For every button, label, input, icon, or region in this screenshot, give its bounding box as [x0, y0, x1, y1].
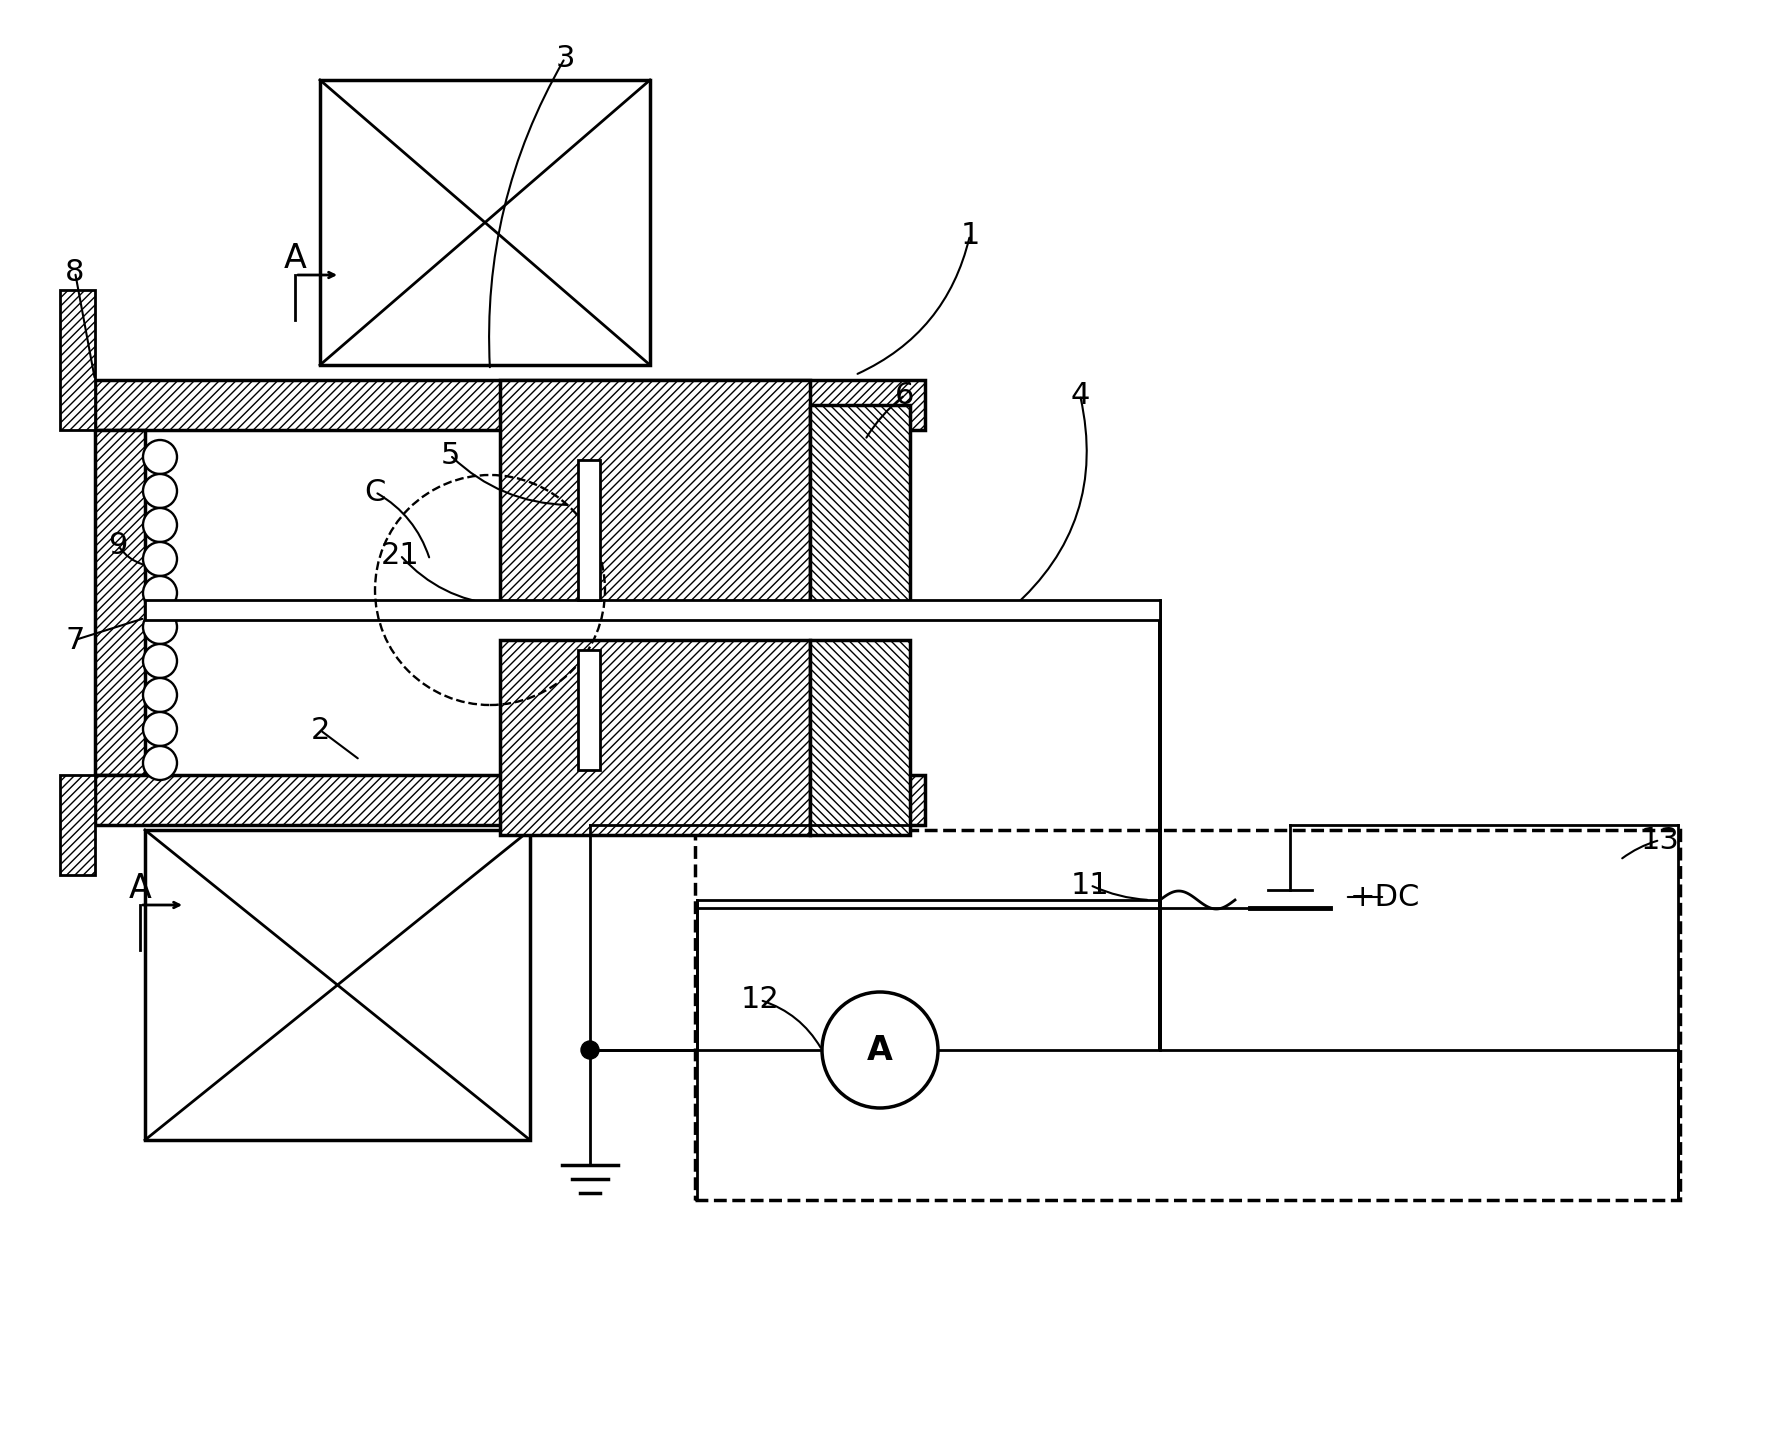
- Bar: [96, 774, 925, 825]
- Circle shape: [143, 507, 177, 542]
- Bar: [96, 431, 145, 774]
- Bar: [810, 639, 909, 835]
- Bar: [501, 639, 810, 835]
- Text: 6: 6: [895, 380, 915, 409]
- Circle shape: [143, 644, 177, 679]
- Polygon shape: [60, 290, 96, 431]
- Bar: [145, 829, 531, 1140]
- Circle shape: [143, 610, 177, 644]
- Bar: [501, 380, 810, 605]
- Text: 5: 5: [440, 441, 460, 470]
- Bar: [810, 405, 909, 605]
- Text: 13: 13: [1640, 825, 1679, 854]
- Circle shape: [143, 712, 177, 745]
- Text: 3: 3: [555, 44, 575, 72]
- Text: 21: 21: [380, 541, 419, 570]
- Bar: [145, 600, 1160, 621]
- Circle shape: [823, 992, 938, 1108]
- Text: 11: 11: [1070, 870, 1109, 899]
- Text: C: C: [364, 477, 386, 506]
- Text: 4: 4: [1070, 380, 1090, 409]
- Text: A: A: [129, 871, 152, 905]
- Text: A: A: [867, 1034, 893, 1067]
- Text: 8: 8: [65, 258, 85, 287]
- Circle shape: [143, 542, 177, 576]
- Bar: [695, 829, 1681, 1201]
- Text: 7: 7: [65, 625, 85, 654]
- Text: 1: 1: [961, 220, 980, 249]
- Text: 2: 2: [310, 715, 329, 744]
- Bar: [320, 80, 649, 365]
- Circle shape: [143, 439, 177, 474]
- Bar: [96, 380, 925, 431]
- Text: 12: 12: [741, 986, 780, 1015]
- Circle shape: [580, 1041, 600, 1058]
- Bar: [1159, 621, 1162, 1050]
- Polygon shape: [60, 774, 96, 874]
- Circle shape: [143, 679, 177, 712]
- Circle shape: [143, 474, 177, 508]
- Circle shape: [143, 745, 177, 780]
- Text: A: A: [283, 242, 306, 274]
- Circle shape: [143, 576, 177, 610]
- Text: 9: 9: [108, 531, 127, 560]
- Text: +DC: +DC: [1350, 883, 1421, 912]
- Bar: [578, 460, 600, 600]
- Bar: [578, 650, 600, 770]
